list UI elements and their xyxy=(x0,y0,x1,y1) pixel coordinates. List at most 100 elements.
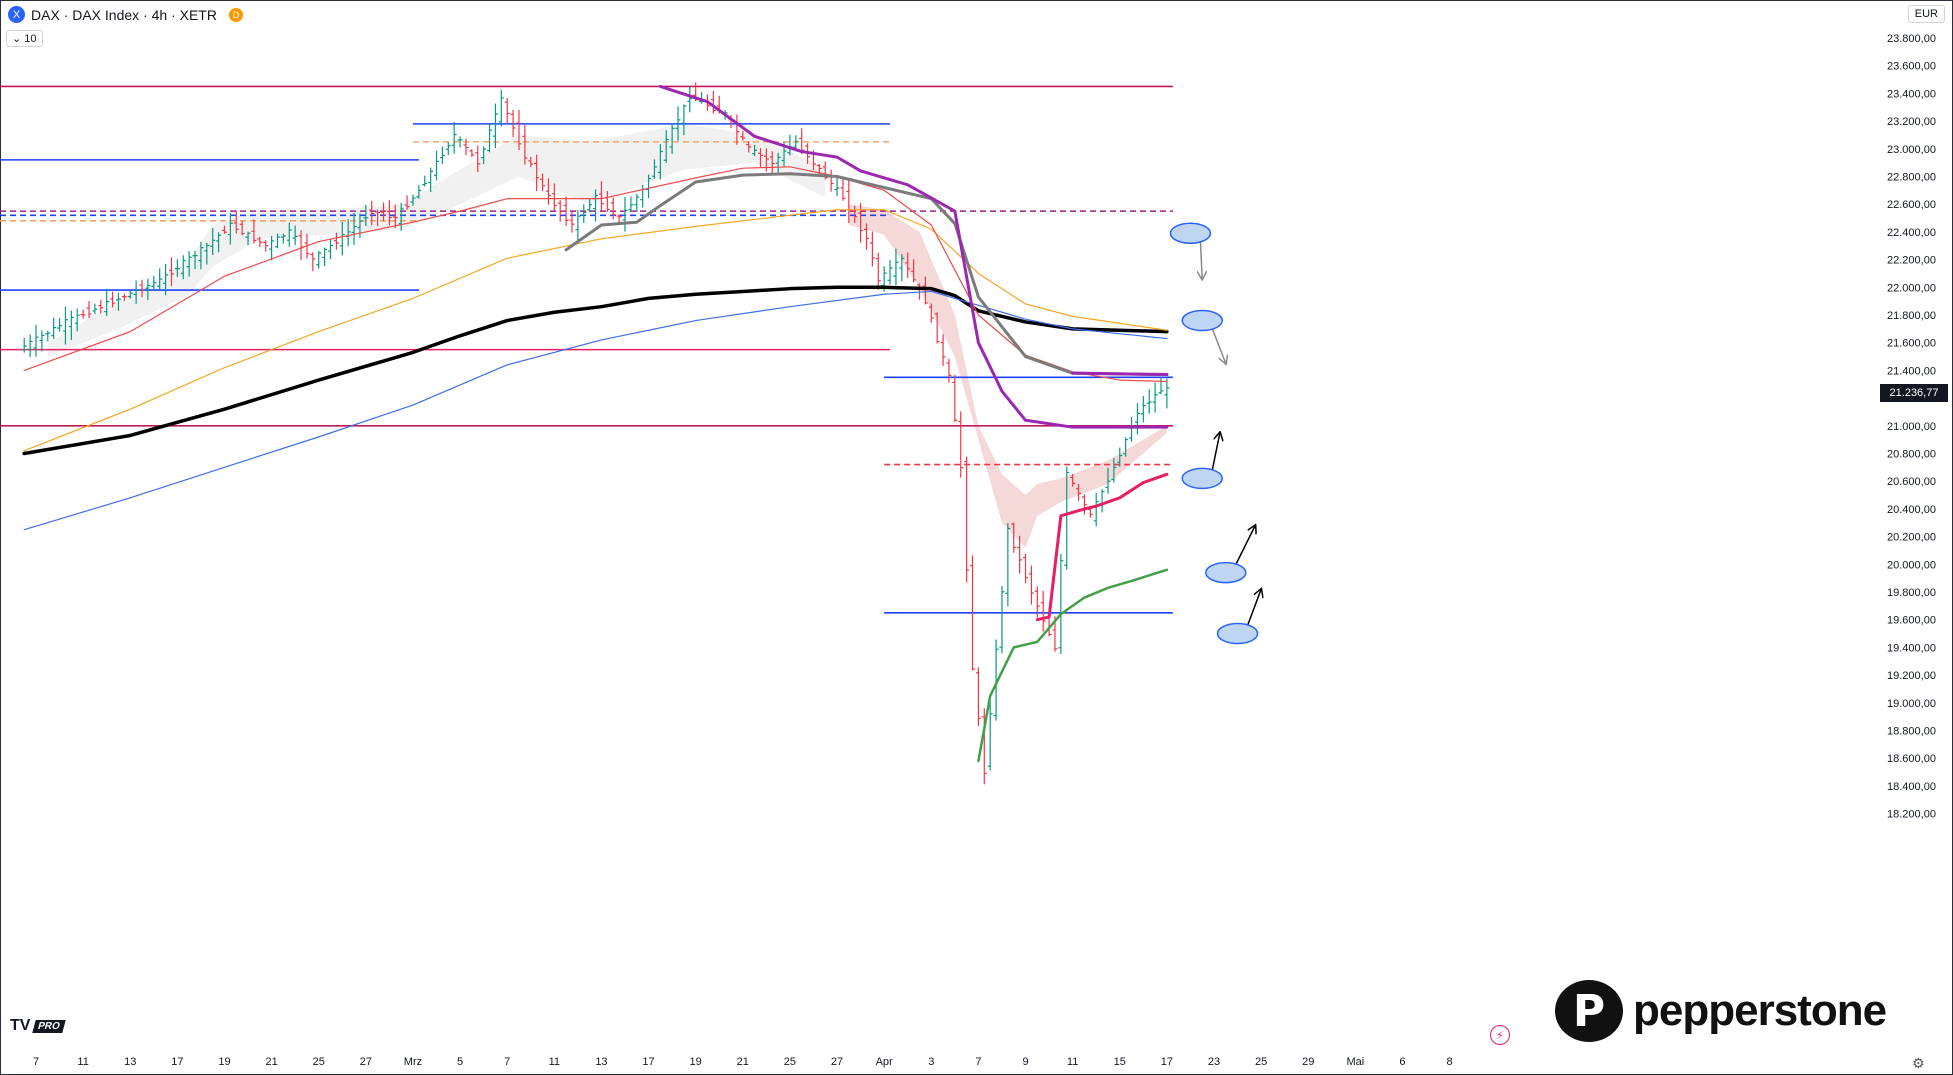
candle xyxy=(251,219,257,244)
candle xyxy=(174,259,180,277)
candle xyxy=(392,204,398,229)
candle xyxy=(522,124,528,165)
candle xyxy=(587,198,593,213)
candle xyxy=(239,220,245,236)
x-tick-label: 7 xyxy=(504,1056,510,1068)
candle xyxy=(545,178,551,205)
x-tick-label: Apr xyxy=(876,1056,893,1068)
candle xyxy=(198,241,204,270)
candle xyxy=(752,144,758,157)
annotation-ellipse-4 xyxy=(1216,622,1259,645)
candle xyxy=(675,106,681,141)
candle xyxy=(958,411,964,478)
candle xyxy=(398,202,404,231)
candle xyxy=(952,374,958,423)
candle xyxy=(168,257,174,287)
annotation-arrow-2 xyxy=(1211,433,1220,471)
candle xyxy=(1081,494,1087,515)
indicator-line-7 xyxy=(1035,472,1169,622)
candle xyxy=(1152,382,1158,413)
candle xyxy=(528,156,534,168)
candle xyxy=(999,586,1005,654)
x-tick-label: 8 xyxy=(1447,1056,1453,1068)
price-axis[interactable]: 23.800,00 23.600,00 23.400,00 23.200,00 23.0… xyxy=(1887,33,1936,821)
candle xyxy=(68,310,74,340)
candle xyxy=(964,456,970,583)
candle xyxy=(180,255,186,280)
candle xyxy=(1111,458,1117,483)
candle xyxy=(386,200,392,226)
tradingview-logo[interactable]: TV PRO xyxy=(10,1017,66,1035)
candle xyxy=(1158,377,1164,395)
candle xyxy=(27,334,33,358)
candle xyxy=(551,183,557,211)
x-tick-label: 21 xyxy=(737,1056,749,1068)
candle xyxy=(1123,437,1129,457)
candle xyxy=(651,159,657,179)
indicator-count: 10 xyxy=(24,33,37,45)
chart-header[interactable]: X DAX · DAX Index · 4h · XETR D xyxy=(8,6,243,23)
candle xyxy=(57,318,63,332)
candle xyxy=(922,276,928,305)
candle xyxy=(681,104,687,136)
y-tick-label: 19.200,00 xyxy=(1887,670,1936,682)
x-tick-label: 21 xyxy=(265,1056,277,1068)
candle xyxy=(45,330,51,342)
x-tick-label: 27 xyxy=(831,1056,843,1068)
x-tick-label: 5 xyxy=(457,1056,463,1068)
y-tick-label: 23.000,00 xyxy=(1887,144,1936,156)
y-tick-label: 20.400,00 xyxy=(1887,504,1936,516)
candle xyxy=(133,280,139,304)
candle xyxy=(928,303,934,323)
annotations xyxy=(1169,222,1262,645)
candle xyxy=(428,167,434,193)
annotation-ellipse-1 xyxy=(1181,309,1223,332)
x-tick-label: 11 xyxy=(77,1056,88,1068)
y-tick-label: 23.200,00 xyxy=(1887,116,1936,128)
x-tick-label: 27 xyxy=(360,1056,372,1068)
candle xyxy=(369,200,375,226)
indicator-line-2 xyxy=(23,209,1168,452)
time-axis[interactable]: 7 11 13 17 19 21 25 27 Mrz 5 7 11 13 17 19 21 25 27 Apr 3 7 9… xyxy=(33,1056,1453,1068)
candle xyxy=(487,123,493,153)
candle xyxy=(634,193,640,213)
candle xyxy=(1064,466,1070,570)
x-tick-label: Mrz xyxy=(404,1056,422,1068)
candle xyxy=(1070,474,1076,487)
last-price-label: 21.236,77 xyxy=(1880,384,1948,402)
pro-badge: PRO xyxy=(32,1019,66,1033)
x-tick-label: Mai xyxy=(1346,1056,1364,1068)
candle xyxy=(351,213,357,245)
candle xyxy=(92,303,98,315)
candle xyxy=(899,253,905,282)
annotation-arrow-3 xyxy=(1235,526,1255,565)
indicator-line-8 xyxy=(977,568,1169,763)
candle xyxy=(746,141,752,153)
candle xyxy=(1058,553,1064,654)
candle xyxy=(940,334,946,366)
candle xyxy=(834,176,840,197)
currency-select[interactable]: EUR xyxy=(1907,5,1945,23)
candle xyxy=(292,225,298,246)
lightning-icon[interactable]: ⚡ xyxy=(1490,1025,1510,1045)
annotation-arrow-4 xyxy=(1246,589,1262,626)
candle xyxy=(975,667,981,726)
candle xyxy=(1099,489,1105,513)
candle xyxy=(21,337,27,353)
candle xyxy=(775,152,781,175)
delayed-badge[interactable]: D xyxy=(228,7,243,22)
candle xyxy=(828,169,834,192)
chart-title[interactable]: DAX · DAX Index · 4h · XETR xyxy=(31,6,217,23)
candle xyxy=(257,236,263,248)
candle xyxy=(192,250,198,270)
annotation-ellipse-2 xyxy=(1181,467,1223,490)
candle xyxy=(1146,389,1152,414)
x-tick-label: 23 xyxy=(1208,1056,1220,1068)
x-tick-label: 29 xyxy=(1302,1056,1314,1068)
candle xyxy=(115,292,121,311)
annotation-ellipse-3 xyxy=(1205,561,1247,584)
indicators-toggle[interactable]: ⌄ 10 xyxy=(6,30,43,47)
candle xyxy=(492,103,498,149)
gear-icon[interactable]: ⚙ xyxy=(1912,1055,1925,1071)
